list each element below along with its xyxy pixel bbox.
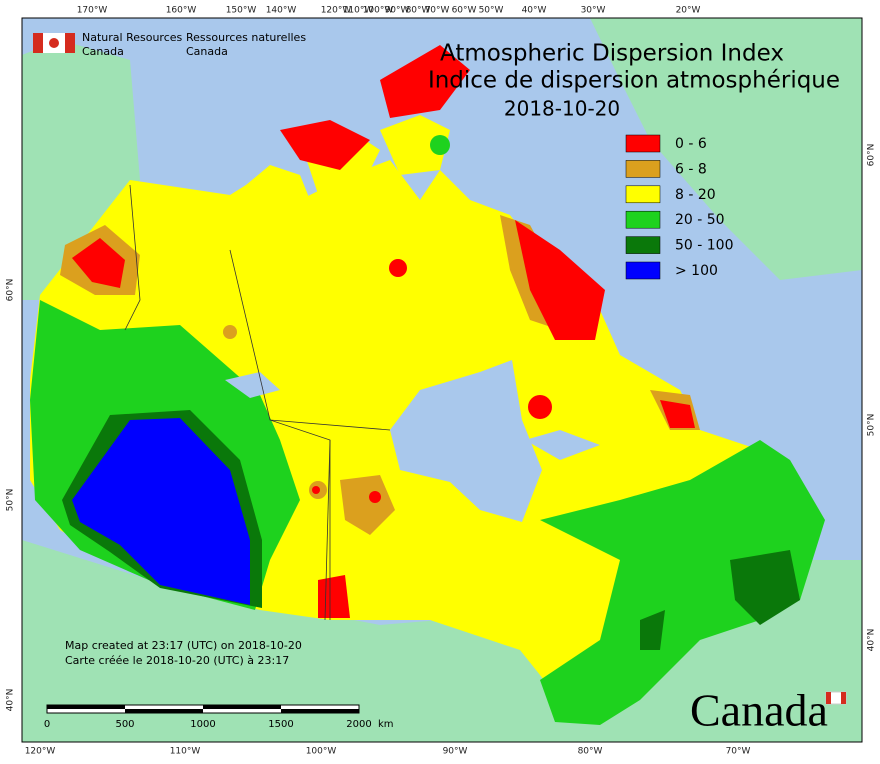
org-name: Ressources naturelles [186, 31, 306, 44]
longitude-label: 60°W [452, 6, 477, 16]
longitude-label: 90°W [385, 6, 410, 16]
latitude-label: 50°N [867, 414, 877, 437]
longitude-label: 70°W [425, 6, 450, 16]
longitude-label: 150°W [226, 6, 257, 16]
longitude-label: 40°W [522, 6, 547, 16]
flag-logo [33, 33, 43, 53]
longitude-label: 80°W [406, 6, 431, 16]
legend-label: 0 - 6 [675, 136, 707, 152]
note: Carte créée le 2018-10-20 (UTC) à 23:17 [65, 654, 289, 667]
scale-label: 1500 [268, 719, 293, 730]
longitude-label: 20°W [676, 6, 701, 16]
legend-swatch [625, 261, 661, 280]
latitude-label: 40°N [6, 689, 16, 712]
legend-swatch [625, 160, 661, 178]
longitude-label: 160°W [166, 6, 197, 16]
title-date: 2018-10-20 [504, 97, 620, 121]
longitude-label: 140°W [266, 6, 297, 16]
scale-label: 2000 [346, 719, 371, 730]
flag-logo [65, 33, 75, 53]
boundaries [124, 184, 391, 621]
longitude-label: 120°W [25, 747, 56, 757]
latitude-label: 60°N [867, 144, 877, 167]
legend-label: 8 - 20 [675, 187, 716, 203]
legend-swatch [625, 210, 661, 229]
legend-label: 50 - 100 [675, 238, 734, 254]
scale-label: 0 [44, 719, 50, 730]
longitude-label: 170°W [77, 6, 108, 16]
legend-swatch [625, 185, 661, 204]
legend-label: 6 - 8 [675, 161, 707, 177]
longitude-label: 30°W [581, 6, 606, 16]
scale-bar [46, 704, 360, 714]
scale-unit: km [378, 719, 394, 730]
latitude-label: 50°N [6, 489, 16, 512]
wordmark-flag [841, 692, 846, 704]
wordmark: Canada [690, 685, 828, 736]
legend: 0 - 6 6 - 8 8 - 20 20 - 50 50 - 100 > 100 [625, 134, 734, 280]
graticule-labels: 170°W 160°W 150°W 140°W 120°W110°W100°W90°W8… [6, 6, 877, 757]
longitude-label: 50°W [479, 6, 504, 16]
wordmark-flag [826, 692, 831, 704]
frame [21, 17, 863, 743]
longitude-label: 110°W [343, 6, 374, 16]
title: Atmospheric Dispersion Index [440, 41, 784, 67]
legend-swatch [625, 236, 661, 254]
flag-logo [49, 38, 59, 48]
scale-label: 500 [115, 719, 134, 730]
latitude-label: 60°N [6, 279, 16, 302]
org-name: Natural Resources [82, 31, 183, 44]
longitude-label: 80°W [578, 747, 603, 757]
note: Map created at 23:17 (UTC) on 2018-10-20 [65, 639, 302, 652]
org-name: Canada [82, 45, 124, 58]
legend-label: > 100 [675, 263, 718, 279]
title: Indice de dispersion atmosphérique [428, 68, 840, 94]
longitude-label: 120°W [321, 6, 352, 16]
longitude-label: 110°W [170, 747, 201, 757]
longitude-label: 100°W [306, 747, 337, 757]
longitude-label: 100°W [363, 6, 394, 16]
latitude-label: 40°N [867, 629, 877, 652]
scale-label: 1000 [190, 719, 215, 730]
scale-labels: 0 500 1000 1500 2000 km [44, 719, 394, 730]
legend-swatch [625, 134, 661, 153]
terrain [22, 18, 862, 742]
longitude-label: 90°W [443, 747, 468, 757]
org-name: Canada [186, 45, 228, 58]
legend-label: 20 - 50 [675, 212, 725, 228]
longitude-label: 70°W [726, 747, 751, 757]
